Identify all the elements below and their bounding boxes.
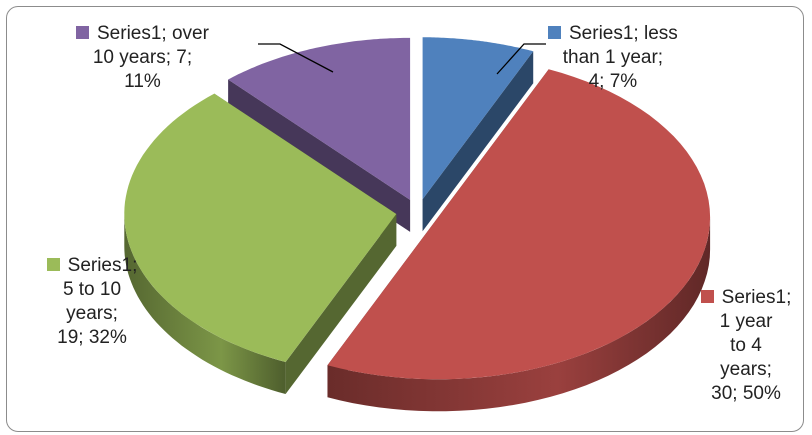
- slice-less-than-1-year: [422, 37, 534, 232]
- swatch-icon: [548, 26, 561, 39]
- slice-1-to-4-years: [327, 69, 711, 412]
- slice-5-to-10-years: [124, 93, 397, 395]
- slice-5-to-10-years-cut-face: [285, 214, 397, 395]
- slice-less-than-1-year-cut-face: [422, 51, 534, 232]
- slice-less-than-1-year-top: [422, 37, 534, 200]
- slice-5-to-10-years-top: [124, 93, 397, 362]
- swatch-icon: [700, 290, 714, 303]
- data-label-over-10-years: Series1; over 10 years; 7; 11%: [76, 22, 209, 94]
- data-label-less-than-1-year: Series1; less than 1 year; 4; 7%: [548, 22, 678, 94]
- slice-5-to-10-years-side-wall: [124, 214, 286, 394]
- data-label-5-to-10-years: Series1; 5 to 10 years; 19; 32%: [22, 254, 162, 350]
- swatch-icon: [46, 258, 60, 271]
- slice-1-to-4-years-top: [327, 69, 711, 380]
- slice-1-to-4-years-side-wall: [327, 217, 711, 412]
- slice-over-10-years-top: [228, 37, 411, 200]
- data-label-1-to-4-years: Series1; 1 year to 4 years; 30; 50%: [692, 286, 800, 406]
- leader-line-over-10-years: [258, 43, 334, 73]
- leader-line-less-than-1-year: [496, 43, 546, 75]
- swatch-icon: [76, 26, 89, 39]
